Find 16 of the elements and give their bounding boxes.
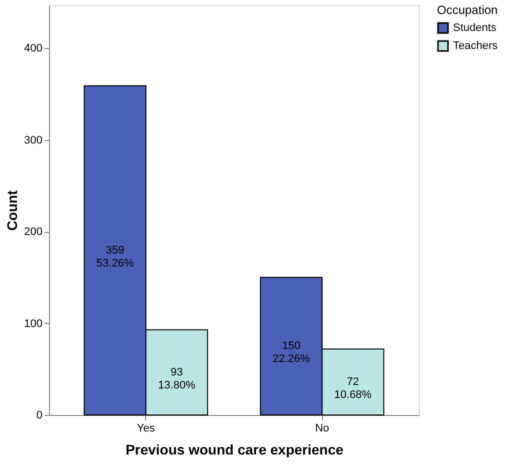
data-label: 72 10.68%	[334, 376, 372, 401]
x-tick-label: No	[315, 422, 330, 434]
legend-label: Students	[453, 22, 497, 34]
legend-label: Teachers	[453, 40, 498, 52]
data-label: 150 22.26%	[272, 340, 310, 366]
y-tick-label: 300	[24, 134, 42, 146]
y-tick-label: 100	[24, 318, 42, 330]
data-label: 359 53.26%	[96, 244, 134, 270]
y-tick-label: 400	[24, 42, 42, 55]
y-tick-label: 0	[36, 410, 42, 422]
y-tick-label: 200	[24, 226, 42, 238]
y-axis-title: Count	[4, 190, 20, 231]
x-tick-label: Yes	[136, 422, 156, 434]
x-axis-title: Previous wound care experience	[126, 442, 344, 458]
data-label: 93 13.80%	[158, 366, 196, 392]
legend-title: Occupation	[437, 3, 498, 17]
